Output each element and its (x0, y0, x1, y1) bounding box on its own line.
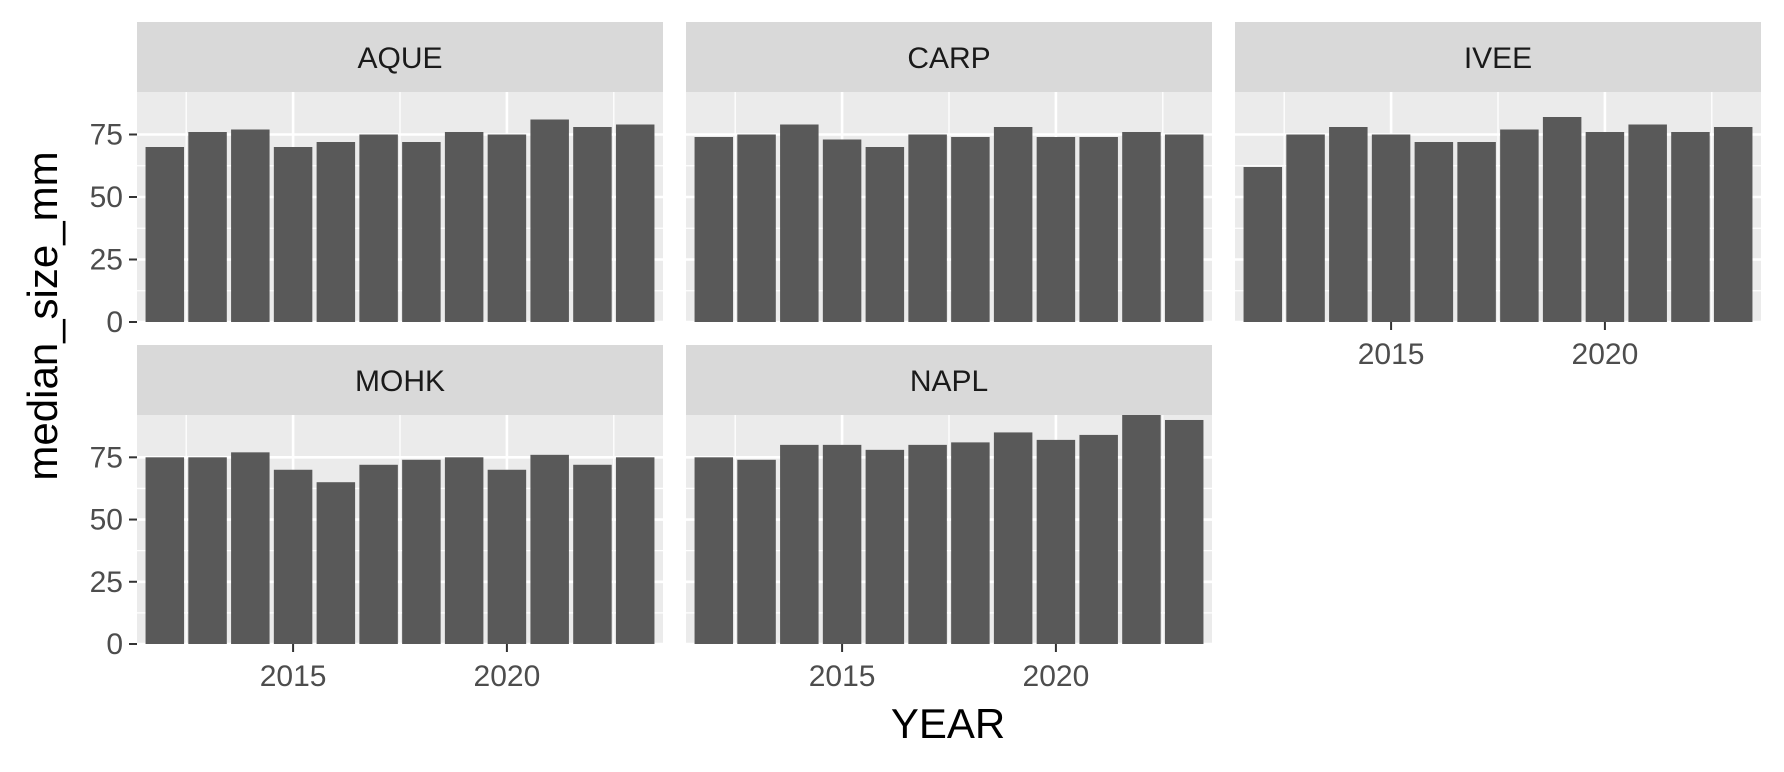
facet-strip (686, 22, 1212, 92)
facet-strip (137, 345, 663, 415)
bar (993, 127, 1033, 322)
bar (1713, 127, 1753, 322)
bar (402, 142, 441, 322)
facet-panel-mohk: MOHK 0 25 50 75 2015 2020 (90, 345, 663, 693)
facet-strip-label: AQUE (357, 42, 442, 75)
bar (1036, 137, 1076, 322)
facet-strip (1235, 22, 1761, 92)
bar (359, 464, 398, 644)
bar (444, 457, 484, 644)
y-tick-label: 25 (90, 566, 123, 599)
x-tick-label: 2015 (260, 660, 327, 693)
bar (1671, 132, 1710, 322)
facet-panel-carp: CARP (686, 22, 1212, 324)
bar (444, 132, 484, 322)
bar (188, 457, 227, 644)
bar (780, 444, 819, 644)
bar (993, 432, 1033, 644)
x-axis-title: YEAR (891, 700, 1005, 747)
bar (487, 469, 527, 644)
x-tick-label: 2020 (1572, 338, 1639, 371)
bar (1457, 142, 1496, 322)
bar (1329, 127, 1368, 322)
y-tick-label: 50 (90, 181, 123, 214)
bar (1628, 124, 1667, 322)
bar (316, 142, 356, 322)
bar (615, 124, 655, 322)
bar (951, 137, 990, 322)
bar (273, 469, 313, 644)
bar (1243, 167, 1283, 322)
bar (145, 457, 185, 644)
y-axis-title: median_size_mm (19, 151, 66, 480)
bar (951, 442, 990, 644)
bar (188, 132, 227, 322)
bar (1585, 132, 1625, 322)
bar (694, 457, 734, 644)
bar (231, 129, 270, 322)
y-tick-label: 25 (90, 244, 123, 277)
x-tick-label: 2015 (1358, 338, 1425, 371)
bar (573, 464, 612, 644)
bar (865, 147, 905, 322)
bar (1036, 439, 1076, 644)
bar (737, 459, 776, 644)
bar (1164, 419, 1204, 644)
bar (1414, 142, 1454, 322)
bar (737, 134, 776, 322)
bar (273, 147, 313, 322)
y-tick-label: 75 (90, 441, 123, 474)
bar (1079, 434, 1118, 644)
facet-strip-label: CARP (907, 42, 990, 75)
facet-strip-label: IVEE (1464, 42, 1532, 75)
bar (1371, 134, 1411, 322)
bar (1122, 415, 1161, 644)
bar (231, 452, 270, 644)
bar (316, 482, 356, 644)
bar (908, 134, 947, 322)
facet-strip (686, 345, 1212, 415)
y-tick-label: 75 (90, 119, 123, 152)
bar (1079, 137, 1118, 322)
y-tick-label: 0 (106, 306, 123, 339)
facet-strip-label: MOHK (355, 365, 445, 398)
x-tick-label: 2020 (474, 660, 541, 693)
facet-panel-aque: AQUE 0 25 50 75 (90, 22, 663, 339)
facet-panel-napl: NAPL 2015 2020 (686, 345, 1212, 693)
bar (487, 134, 527, 322)
bar (1122, 132, 1161, 322)
x-tick-label: 2020 (1023, 660, 1090, 693)
bar (694, 137, 734, 322)
bar (865, 449, 905, 644)
bar (615, 457, 655, 644)
bar (1164, 134, 1204, 322)
bar (780, 124, 819, 322)
bar (1542, 117, 1582, 322)
bar (908, 444, 947, 644)
bar (573, 127, 612, 322)
bar (1286, 134, 1325, 322)
bar (530, 119, 569, 322)
facet-strip (137, 22, 663, 92)
y-tick-label: 0 (106, 628, 123, 661)
x-tick-label: 2015 (809, 660, 876, 693)
bar (822, 139, 862, 322)
facet-panel-ivee: IVEE 2015 2020 (1235, 22, 1761, 371)
bar (530, 454, 569, 644)
bar (145, 147, 185, 322)
bar (1500, 129, 1539, 322)
bar (402, 459, 441, 644)
y-tick-label: 50 (90, 504, 123, 537)
bar (822, 444, 862, 644)
bar (359, 134, 398, 322)
facet-strip-label: NAPL (910, 365, 988, 398)
